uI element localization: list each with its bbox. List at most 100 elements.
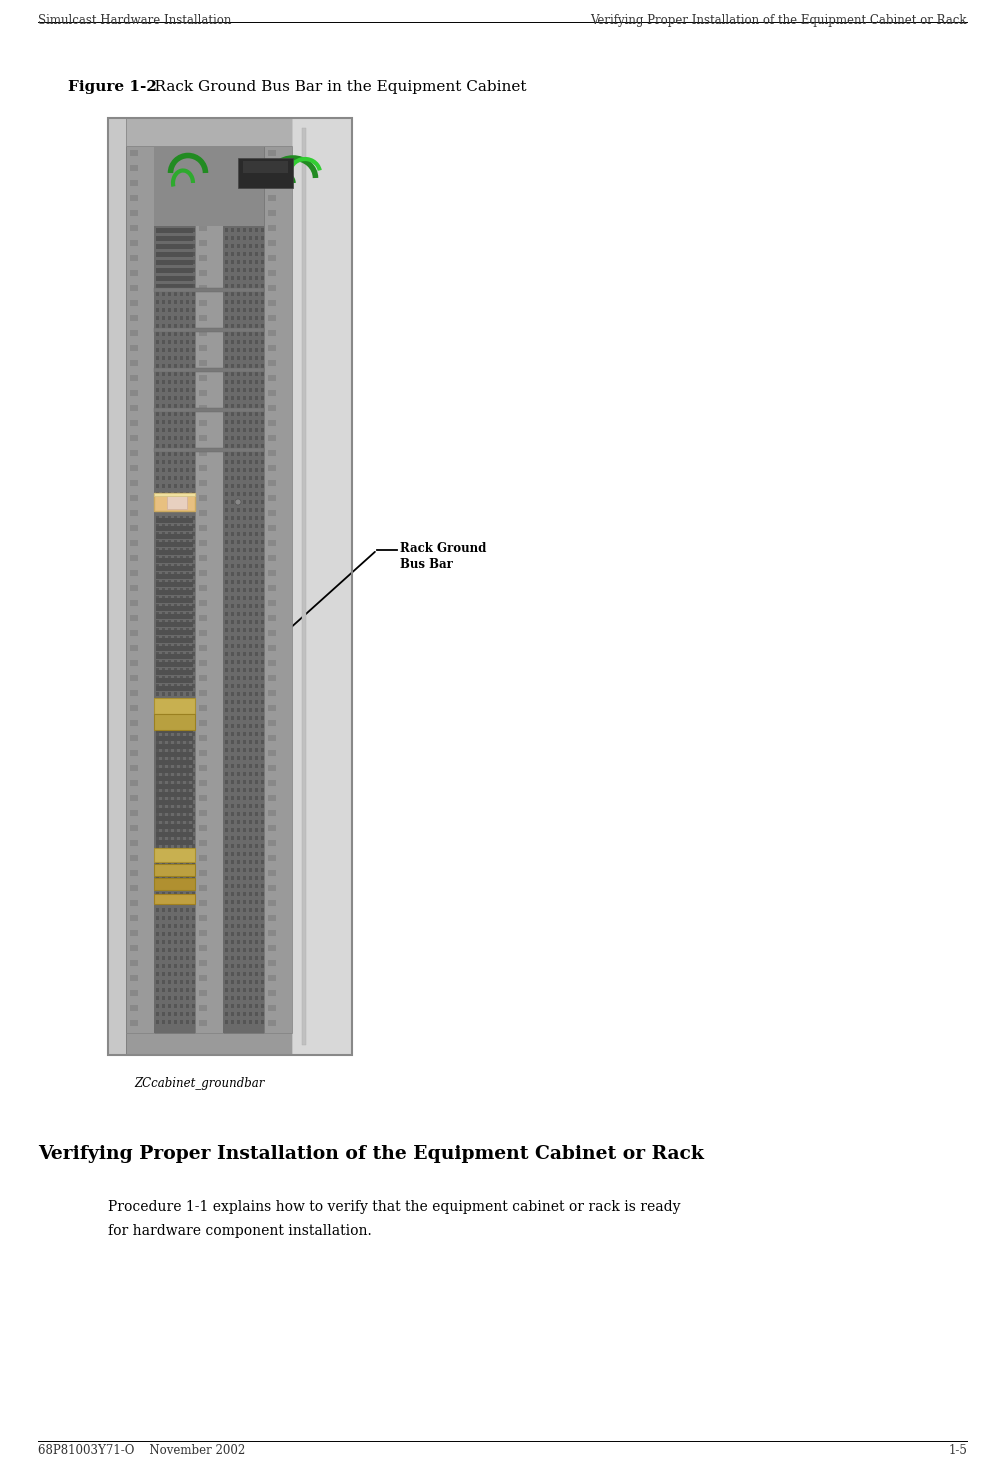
Bar <box>174 476 177 481</box>
Bar <box>268 569 276 575</box>
Bar <box>255 284 258 288</box>
Bar <box>168 260 171 263</box>
Bar <box>243 444 246 448</box>
Bar <box>156 908 159 913</box>
Bar <box>237 932 240 936</box>
Bar <box>199 796 207 802</box>
Bar <box>156 598 193 603</box>
Bar <box>180 436 183 439</box>
Bar <box>162 955 165 960</box>
Bar <box>225 172 228 176</box>
Bar <box>237 676 240 680</box>
Bar <box>186 532 189 535</box>
Bar <box>255 852 258 856</box>
Bar <box>168 148 171 152</box>
Bar <box>174 788 177 791</box>
Bar <box>255 500 258 504</box>
Bar <box>180 197 183 200</box>
Bar <box>156 852 159 856</box>
Bar <box>225 772 228 776</box>
Bar <box>192 692 195 697</box>
Bar <box>180 669 183 671</box>
Bar <box>186 1021 189 1023</box>
Bar <box>255 725 258 728</box>
Bar <box>156 856 193 861</box>
Bar <box>186 908 189 913</box>
Bar <box>180 580 183 584</box>
Bar <box>237 396 240 399</box>
Bar <box>225 493 228 495</box>
Bar <box>243 460 246 464</box>
Bar <box>225 268 228 272</box>
Bar <box>168 908 171 913</box>
Bar <box>243 629 246 632</box>
Bar <box>174 277 177 280</box>
Bar <box>156 300 159 305</box>
Bar <box>231 716 234 720</box>
Bar <box>162 603 165 608</box>
Bar <box>243 748 246 751</box>
Bar <box>168 277 171 280</box>
Bar <box>156 387 159 392</box>
Bar <box>225 500 228 504</box>
Bar <box>174 549 177 552</box>
Bar <box>237 708 240 711</box>
Bar <box>180 387 183 392</box>
Bar <box>225 660 228 664</box>
Bar <box>162 868 165 873</box>
Bar <box>199 180 207 186</box>
Bar <box>237 284 240 288</box>
Bar <box>255 331 258 336</box>
Bar <box>162 676 165 680</box>
Bar <box>162 444 165 448</box>
Bar <box>237 740 240 744</box>
Bar <box>162 364 165 368</box>
Bar <box>130 901 138 907</box>
Bar <box>261 251 264 256</box>
Bar <box>154 448 264 453</box>
Bar <box>249 348 252 352</box>
Bar <box>174 924 177 927</box>
Bar <box>243 324 246 328</box>
Bar <box>180 748 183 751</box>
Bar <box>168 308 171 312</box>
Bar <box>261 507 264 512</box>
Bar <box>261 916 264 920</box>
Bar <box>268 481 276 487</box>
Bar <box>199 779 207 785</box>
Bar <box>156 164 159 169</box>
Bar <box>243 180 246 183</box>
Bar <box>130 735 138 741</box>
Bar <box>243 484 246 488</box>
Bar <box>231 580 234 584</box>
Bar <box>174 291 177 296</box>
Bar <box>237 228 240 232</box>
Bar <box>156 637 193 643</box>
Bar <box>255 453 258 456</box>
Bar <box>130 315 138 321</box>
Bar <box>174 636 177 640</box>
Bar <box>162 172 165 176</box>
Bar <box>225 317 228 319</box>
Bar <box>237 948 240 952</box>
Bar <box>192 220 195 223</box>
Bar <box>192 683 195 688</box>
Bar <box>162 924 165 927</box>
Bar <box>154 864 195 876</box>
Bar <box>255 916 258 920</box>
Bar <box>162 291 165 296</box>
Bar <box>192 563 195 568</box>
Bar <box>174 204 177 209</box>
Bar <box>255 364 258 368</box>
Bar <box>186 348 189 352</box>
Bar <box>186 549 189 552</box>
Bar <box>186 972 189 976</box>
Bar <box>225 244 228 248</box>
Bar <box>199 359 207 365</box>
Bar <box>231 908 234 913</box>
Bar <box>231 892 234 896</box>
Bar <box>231 612 234 615</box>
Bar <box>249 197 252 200</box>
Bar <box>237 220 240 223</box>
Bar <box>192 859 195 864</box>
